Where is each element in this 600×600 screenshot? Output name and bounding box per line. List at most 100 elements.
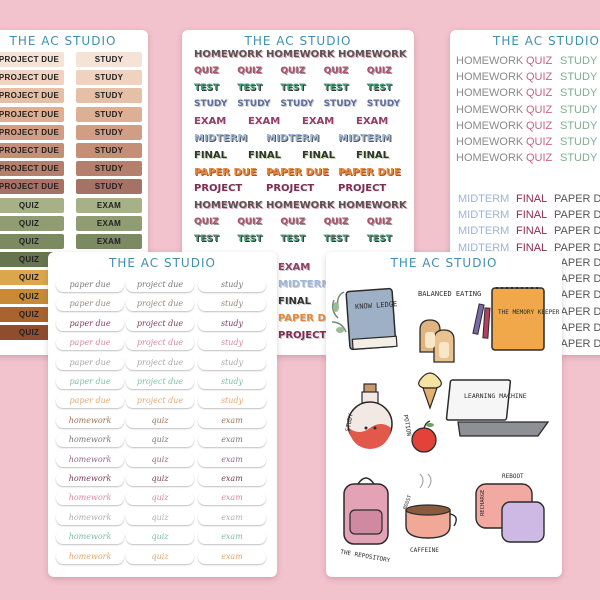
bold-word-sticker: STUDY xyxy=(237,99,271,110)
outline-word-sticker: HOMEWORK xyxy=(456,152,524,165)
script-word-sticker: exam xyxy=(198,510,266,525)
coffee-label: CAFFEINE xyxy=(410,547,439,554)
bold-word-sticker: HOMEWORK xyxy=(266,200,335,212)
sticker-label-left: PROJECT DUE xyxy=(0,143,64,158)
bold-word-sticker: PROJECT xyxy=(278,330,327,341)
script-word-sticker: study xyxy=(198,336,266,351)
script-word-sticker: paper due xyxy=(56,316,124,331)
bold-word-sticker: TEST xyxy=(237,233,263,244)
apple-icon xyxy=(411,420,437,453)
outline-word-sticker: MIDTERM xyxy=(458,209,510,222)
script-word-sticker: homework xyxy=(56,472,124,486)
bold-word-sticker: HOMEWORK xyxy=(338,49,407,60)
script-word-sticker: exam xyxy=(198,452,266,467)
sticker-sheet-script-words: THE AC STUDIO paper due project due study p… xyxy=(48,252,277,577)
sticker-label-left: PROJECT DUE xyxy=(0,106,64,122)
outline-word-sticker: STUDY xyxy=(560,152,598,165)
sticker-label-left: PROJECT DUE xyxy=(0,124,64,140)
bold-word-sticker: QUIZ xyxy=(237,65,263,76)
sticker-label-left: QUIZ xyxy=(0,215,64,231)
outline-word-sticker: FINAL xyxy=(516,225,548,238)
script-word-sticker: study xyxy=(198,316,266,331)
script-word-sticker: paper due xyxy=(56,355,124,370)
backpack-icon xyxy=(343,477,389,545)
sticker-label-left: QUIZ xyxy=(0,197,64,213)
brand-title: THE AC STUDIO xyxy=(390,256,498,270)
outline-word-sticker: HOMEWORK xyxy=(456,71,524,84)
script-word-sticker: homework xyxy=(56,530,124,545)
pillow-icon xyxy=(475,483,545,543)
script-word-sticker: quiz xyxy=(126,433,194,448)
bold-word-sticker: FINAL xyxy=(248,149,282,161)
pens-icon xyxy=(472,303,491,339)
sticker-label-left: PROJECT DUE xyxy=(0,52,64,67)
book-label: KNOW LEDGE xyxy=(355,300,398,311)
outline-word-sticker: PAPER DUE xyxy=(554,225,600,238)
outline-word-sticker: STUDY xyxy=(560,136,598,148)
outline-word-sticker: STUDY xyxy=(560,119,598,132)
bread-icon xyxy=(419,319,455,363)
outline-word-sticker: PAPER DUE xyxy=(554,209,600,222)
sticker-label-right: EXAM xyxy=(76,215,142,231)
bold-word-sticker: MIDTERM xyxy=(338,133,392,144)
bold-word-sticker: FINAL xyxy=(302,149,336,161)
bold-word-sticker: PROJECT xyxy=(338,183,387,195)
outline-word-sticker: MIDTERM xyxy=(458,225,510,238)
bold-word-sticker: QUIZ xyxy=(237,217,263,227)
outline-word-sticker: HOMEWORK xyxy=(456,55,524,67)
script-word-sticker: project due xyxy=(126,394,194,409)
outline-word-sticker: PAPER DUE xyxy=(554,321,600,334)
coffee-icon xyxy=(405,473,457,539)
bold-word-sticker: STUDY xyxy=(194,99,228,110)
outline-word-sticker: MIDTERM xyxy=(458,241,510,254)
outline-word-sticker: FINAL xyxy=(516,241,548,254)
outline-word-sticker: STUDY xyxy=(560,71,598,84)
script-word-sticker: paper due xyxy=(56,375,124,389)
outline-word-sticker: PAPER DUE xyxy=(554,273,600,286)
bold-word-sticker: HOMEWORK xyxy=(194,49,263,60)
brand-title: THE AC STUDIO xyxy=(109,256,216,270)
bold-word-sticker: TEST xyxy=(194,82,219,93)
eating-label: BALANCED EATING xyxy=(418,290,481,298)
bold-word-sticker: PAPER DUE xyxy=(194,166,257,178)
bold-word-sticker: QUIZ xyxy=(194,65,219,76)
outline-word-sticker: QUIZ xyxy=(526,55,553,67)
bold-word-sticker: PAPER DUE xyxy=(266,166,329,178)
keeper-label: THE MEMORY KEEPER xyxy=(498,309,560,316)
bold-word-sticker: STUDY xyxy=(280,99,314,110)
script-word-sticker: homework xyxy=(56,510,124,525)
sticker-label-left: QUIZ xyxy=(0,234,64,249)
script-word-sticker: paper due xyxy=(56,278,124,292)
outline-word-sticker: QUIZ xyxy=(526,87,553,100)
potion-left-label: STUDY xyxy=(345,413,355,432)
outline-word-sticker: QUIZ xyxy=(526,103,553,116)
bold-word-sticker: TEST xyxy=(323,82,349,93)
sticker-label-right: STUDY xyxy=(76,106,142,122)
bold-word-sticker: EXAM xyxy=(356,116,389,128)
outline-word-sticker: STUDY xyxy=(560,103,598,116)
bold-word-sticker: MIDTERM xyxy=(194,133,248,144)
notebook-icon xyxy=(491,287,545,351)
bold-word-sticker: QUIZ xyxy=(323,65,349,76)
bold-word-sticker: STUDY xyxy=(323,99,357,110)
script-word-sticker: exam xyxy=(198,413,266,428)
outline-word-sticker: PAPER DUE xyxy=(554,338,600,350)
bold-word-sticker: QUIZ xyxy=(323,217,349,227)
pillow-side-label: RECHARGE xyxy=(480,490,486,517)
script-word-sticker: paper due xyxy=(56,394,124,409)
bold-word-sticker: FINAL xyxy=(356,149,390,161)
sticker-label-left: PROJECT DUE xyxy=(0,179,64,195)
script-word-sticker: project due xyxy=(126,278,194,292)
script-word-sticker: quiz xyxy=(126,530,194,545)
sticker-sheet-outline-words: THE AC STUDIO HOMEWORK QUIZ STUDY HOMEWORK Q… xyxy=(450,30,600,355)
script-word-sticker: exam xyxy=(198,433,266,448)
sticker-label-right: EXAM xyxy=(76,234,142,249)
bold-word-sticker: FINAL xyxy=(194,149,228,161)
bold-word-sticker: TEST xyxy=(366,233,392,244)
potion-icon xyxy=(347,383,393,449)
script-word-sticker: study xyxy=(198,355,266,370)
outline-word-sticker: HOMEWORK xyxy=(456,136,524,148)
script-word-sticker: project due xyxy=(126,336,194,351)
bold-word-sticker: TEST xyxy=(194,233,219,244)
script-word-sticker: quiz xyxy=(126,413,194,428)
